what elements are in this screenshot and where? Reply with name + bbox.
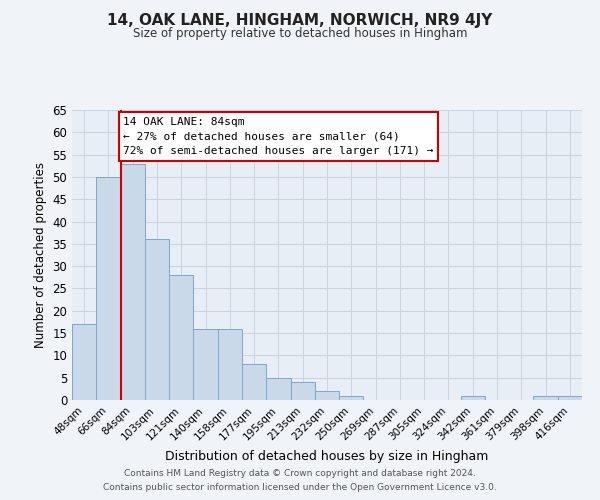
- Bar: [218, 328, 242, 400]
- Bar: [121, 164, 145, 400]
- Bar: [558, 396, 582, 400]
- Bar: [145, 240, 169, 400]
- Bar: [193, 328, 218, 400]
- Bar: [315, 391, 339, 400]
- Bar: [96, 177, 121, 400]
- Bar: [266, 378, 290, 400]
- Text: Contains public sector information licensed under the Open Government Licence v3: Contains public sector information licen…: [103, 484, 497, 492]
- Bar: [461, 396, 485, 400]
- X-axis label: Distribution of detached houses by size in Hingham: Distribution of detached houses by size …: [166, 450, 488, 463]
- Bar: [242, 364, 266, 400]
- Text: 14 OAK LANE: 84sqm
← 27% of detached houses are smaller (64)
72% of semi-detache: 14 OAK LANE: 84sqm ← 27% of detached hou…: [123, 116, 433, 156]
- Text: 14, OAK LANE, HINGHAM, NORWICH, NR9 4JY: 14, OAK LANE, HINGHAM, NORWICH, NR9 4JY: [107, 12, 493, 28]
- Bar: [290, 382, 315, 400]
- Y-axis label: Number of detached properties: Number of detached properties: [34, 162, 47, 348]
- Bar: [533, 396, 558, 400]
- Bar: [339, 396, 364, 400]
- Text: Contains HM Land Registry data © Crown copyright and database right 2024.: Contains HM Land Registry data © Crown c…: [124, 468, 476, 477]
- Bar: [169, 275, 193, 400]
- Bar: [72, 324, 96, 400]
- Text: Size of property relative to detached houses in Hingham: Size of property relative to detached ho…: [133, 28, 467, 40]
